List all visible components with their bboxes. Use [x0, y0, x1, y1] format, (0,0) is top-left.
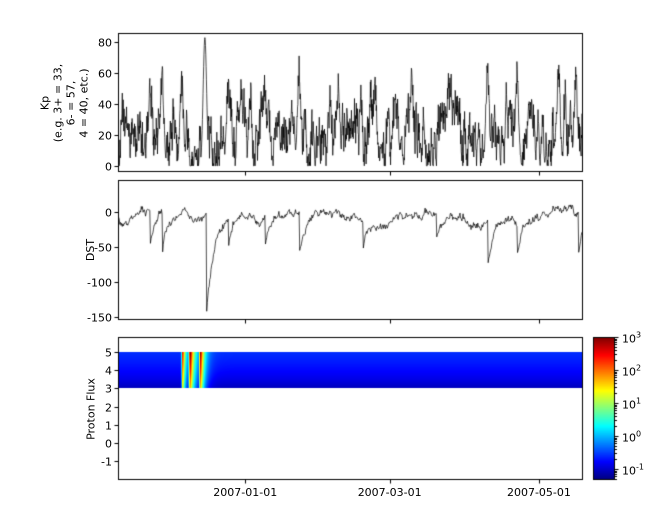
kp-axis-label: Kp (e.g. 3+ = 33, 6- = 57, 4 = 40, etc.)	[38, 33, 90, 172]
kp-axis-label-line-4: 4 = 40, etc.)	[77, 67, 90, 138]
dst-axis-label-wrap: DST	[84, 180, 98, 320]
proton-axis-label: Proton Flux	[84, 377, 97, 440]
dst-axis-label: DST	[84, 238, 97, 262]
kp-axis-label-line-1: Kp	[38, 95, 51, 110]
kp-axis-label-line-2: (e.g. 3+ = 33,	[51, 63, 64, 142]
x-tick-label-1: 2007-03-01	[357, 486, 422, 499]
x-tick-label-2: 2007-05-01	[506, 486, 571, 499]
kp-axis-label-line-3: 6- = 57,	[64, 80, 77, 125]
kp-axis-label-text: Kp (e.g. 3+ = 33, 6- = 57, 4 = 40, etc.)	[38, 33, 90, 172]
x-tick-label-0: 2007-01-01	[213, 486, 278, 499]
proton-axis-label-wrap: Proton Flux	[84, 337, 98, 480]
